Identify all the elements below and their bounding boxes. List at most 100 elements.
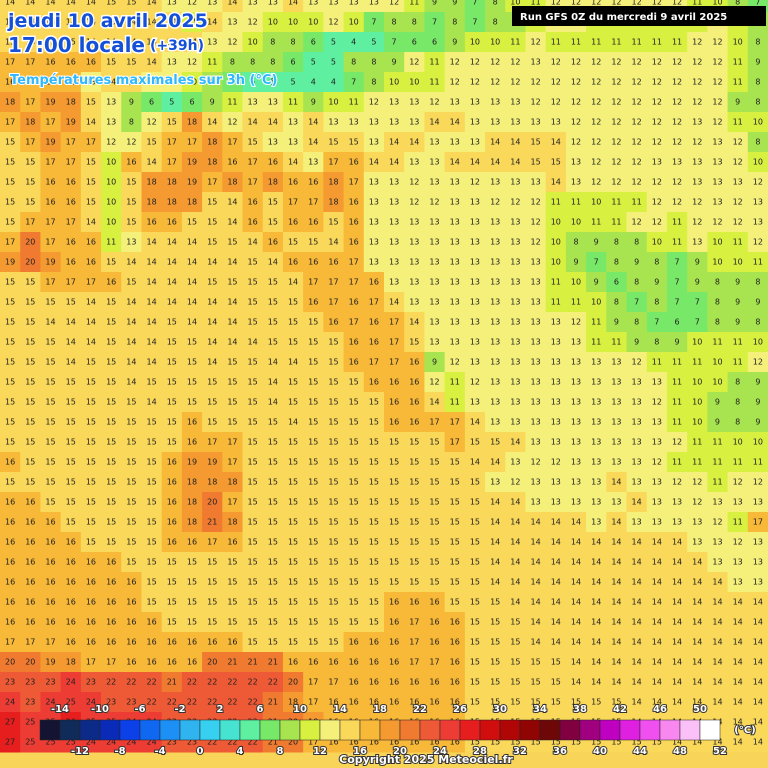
temperature-cell bbox=[727, 172, 749, 193]
temperature-cell bbox=[626, 652, 648, 673]
temperature-value: 11 bbox=[450, 398, 460, 407]
temperature-cell bbox=[646, 372, 668, 393]
temperature-value: 11 bbox=[571, 198, 581, 207]
temperature-value: 13 bbox=[450, 258, 460, 267]
temperature-cell bbox=[384, 292, 405, 313]
temperature-value: 12 bbox=[611, 98, 621, 107]
temperature-cell bbox=[586, 272, 607, 293]
temperature-value: 15 bbox=[106, 338, 116, 347]
temperature-cell bbox=[707, 192, 729, 213]
temperature-value: 15 bbox=[409, 458, 419, 467]
temperature-value: 13 bbox=[571, 378, 581, 387]
temperature-value: 14 bbox=[611, 478, 621, 487]
temperature-value: 22 bbox=[248, 678, 258, 687]
temperature-value: 13 bbox=[591, 478, 601, 487]
temperature-cell bbox=[262, 592, 284, 613]
temperature-cell bbox=[747, 572, 768, 593]
temperature-value: 12 bbox=[571, 0, 581, 7]
temperature-value: 13 bbox=[571, 478, 581, 487]
temperature-value: 15 bbox=[106, 518, 116, 527]
temperature-cell bbox=[424, 492, 446, 513]
temperature-value: 14 bbox=[207, 298, 217, 307]
temperature-value: 13 bbox=[712, 558, 722, 567]
temperature-cell bbox=[565, 212, 587, 233]
temperature-cell bbox=[525, 572, 547, 593]
temperature-value: 14 bbox=[611, 558, 621, 567]
temperature-cell bbox=[161, 512, 183, 533]
temperature-cell bbox=[262, 112, 284, 133]
colorbar-label: 50 bbox=[693, 704, 707, 715]
temperature-cell bbox=[485, 212, 506, 233]
temperature-cell bbox=[525, 32, 547, 53]
temperature-cell bbox=[545, 412, 567, 433]
temperature-value: 14 bbox=[288, 358, 298, 367]
temperature-value: 13 bbox=[692, 178, 702, 187]
temperature-cell bbox=[666, 532, 688, 553]
temperature-value: 16 bbox=[187, 638, 197, 647]
temperature-value: 14 bbox=[187, 318, 197, 327]
temperature-value: 15 bbox=[126, 418, 136, 427]
temperature-cell bbox=[262, 232, 284, 253]
temperature-value: 15 bbox=[248, 438, 258, 447]
temperature-value: 15 bbox=[308, 478, 318, 487]
temperature-cell bbox=[404, 392, 425, 413]
temperature-value: 14 bbox=[611, 658, 621, 667]
temperature-cell bbox=[101, 452, 122, 473]
temperature-value: 15 bbox=[66, 38, 76, 47]
temperature-value: 13 bbox=[591, 358, 601, 367]
temperature-value: 13 bbox=[692, 118, 702, 127]
temperature-cell bbox=[343, 292, 365, 313]
temperature-value: 13 bbox=[470, 278, 480, 287]
temperature-value: 16 bbox=[268, 158, 278, 167]
temperature-value: 15 bbox=[288, 398, 298, 407]
temperature-value: 23 bbox=[167, 738, 177, 747]
temperature-cell bbox=[161, 132, 183, 153]
temperature-cell bbox=[545, 92, 567, 113]
temperature-cell bbox=[586, 52, 607, 73]
temperature-value: 12 bbox=[591, 158, 601, 167]
temperature-value: 15 bbox=[5, 178, 15, 187]
temperature-value: 8 bbox=[654, 258, 659, 267]
temperature-cell bbox=[666, 612, 688, 633]
temperature-value: 9 bbox=[452, 38, 457, 47]
colorbar-label: 12 bbox=[313, 746, 327, 757]
temperature-cell bbox=[141, 612, 163, 633]
temperature-cell bbox=[141, 132, 163, 153]
temperature-cell bbox=[565, 632, 587, 653]
temperature-cell bbox=[606, 612, 628, 633]
temperature-value: 18 bbox=[227, 478, 237, 487]
temperature-value: 15 bbox=[167, 358, 177, 367]
temperature-cell bbox=[121, 692, 142, 713]
temperature-cell bbox=[545, 612, 567, 633]
temperature-value: 16 bbox=[349, 698, 359, 707]
temperature-value: 13 bbox=[207, 0, 217, 7]
temperature-cell bbox=[323, 572, 345, 593]
temperature-value: 13 bbox=[591, 498, 601, 507]
temperature-value: 15 bbox=[308, 638, 318, 647]
temperature-value: 15 bbox=[146, 518, 156, 527]
temperature-cell bbox=[80, 652, 102, 673]
colorbar-segment bbox=[479, 719, 501, 741]
temperature-value: 6 bbox=[311, 38, 316, 47]
colorbar-segment bbox=[599, 719, 621, 741]
temperature-cell bbox=[161, 232, 183, 253]
temperature-value: 15 bbox=[308, 538, 318, 547]
temperature-cell bbox=[384, 512, 405, 533]
temperature-cell bbox=[485, 92, 506, 113]
temperature-cell bbox=[222, 72, 244, 93]
temperature-value: 15 bbox=[429, 558, 439, 567]
temperature-value: 12 bbox=[510, 78, 520, 87]
temperature-value: 16 bbox=[86, 258, 96, 267]
temperature-cell bbox=[505, 532, 526, 553]
temperature-value: 15 bbox=[45, 478, 55, 487]
temperature-value: 15 bbox=[167, 438, 177, 447]
temperature-value: 22 bbox=[126, 678, 136, 687]
temperature-cell bbox=[101, 192, 122, 213]
temperature-cell bbox=[727, 592, 749, 613]
temperature-cell bbox=[707, 252, 729, 273]
temperature-cell bbox=[262, 0, 284, 13]
temperature-cell bbox=[485, 452, 506, 473]
temperature-cell bbox=[404, 572, 425, 593]
colorbar-segment bbox=[219, 719, 241, 741]
temperature-value: 13 bbox=[207, 38, 217, 47]
